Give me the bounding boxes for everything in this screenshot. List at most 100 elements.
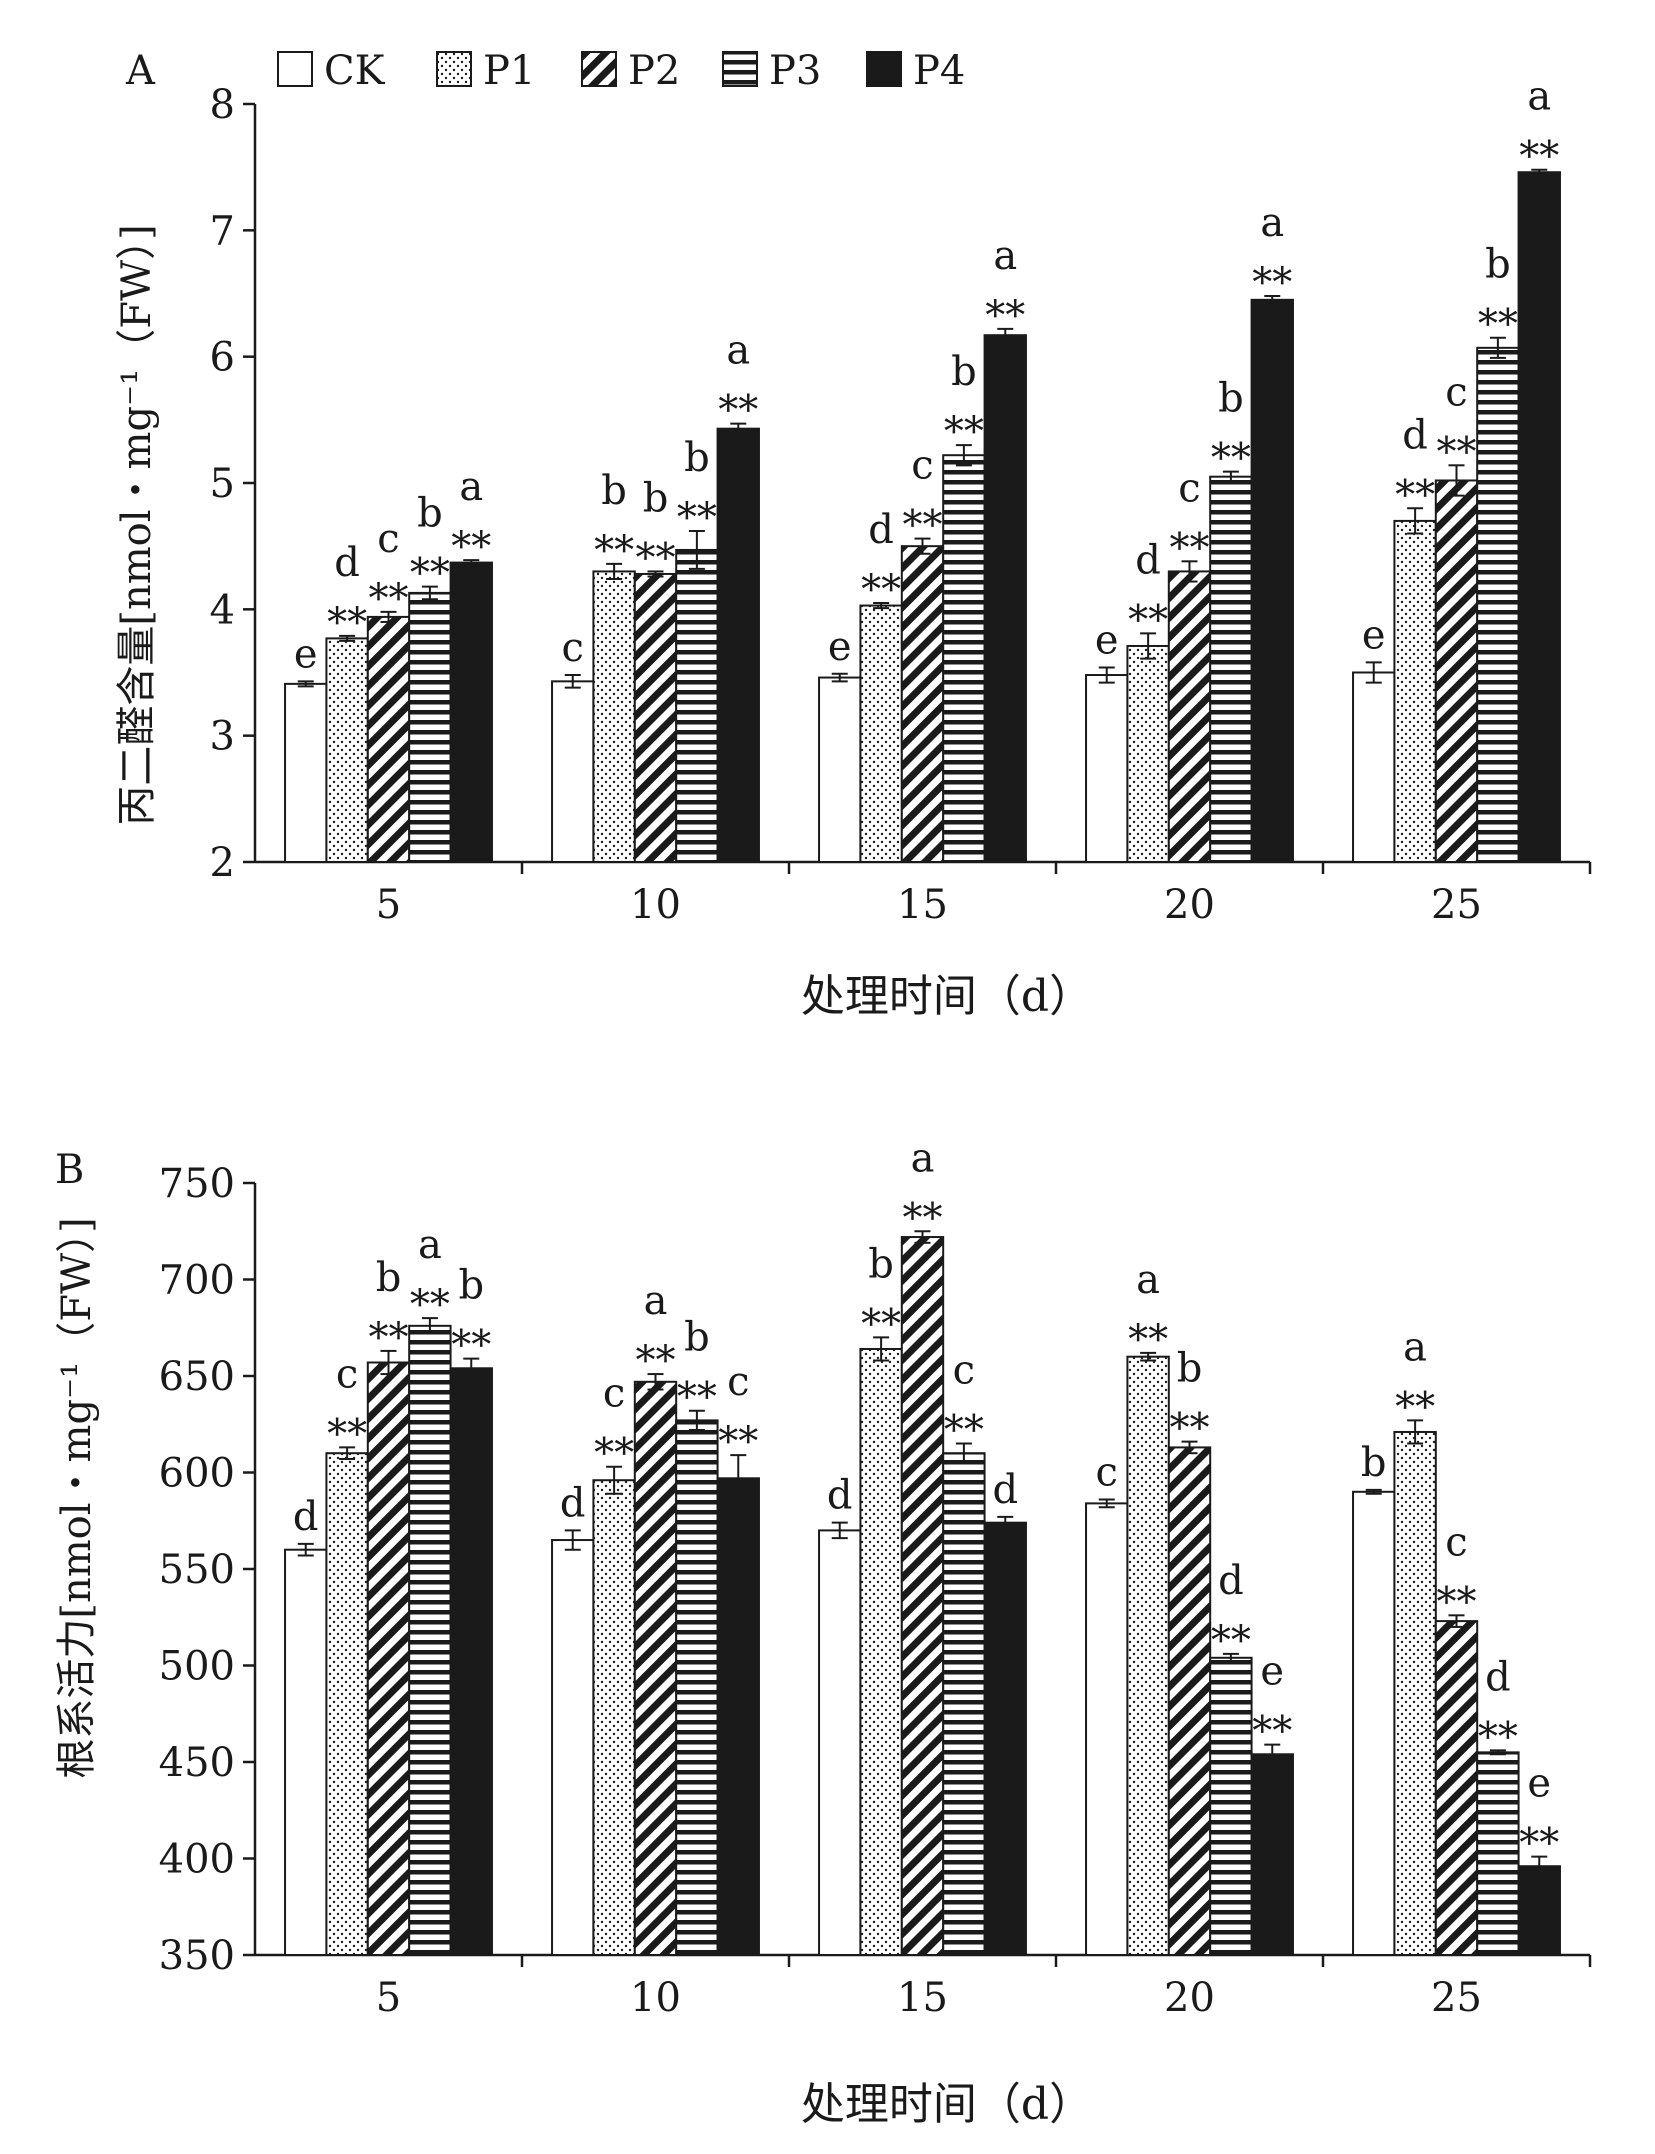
panel-a-significance-letter: e — [1095, 617, 1119, 663]
panel-b-bar-p4 — [983, 1521, 1027, 1957]
panel-b-x-tick-label: 20 — [1164, 1975, 1215, 2021]
panel-a-significance-stars: ** — [1395, 472, 1435, 518]
panel-b-bar-p4 — [1517, 1865, 1561, 1956]
panel-a-significance-stars: ** — [369, 576, 409, 622]
panel-a-significance-letter: b — [951, 349, 977, 395]
panel-b-y-axis-title: 根系活力[nmol・mg⁻¹（FW）] — [54, 1217, 100, 1778]
panel-b-significance-letter: b — [458, 1263, 484, 1309]
panel-a-significance-letter: c — [377, 516, 399, 562]
panel-b-significance-stars: ** — [718, 1419, 758, 1465]
panel-b-x-tick-label: 10 — [630, 1975, 681, 2021]
panel-a-significance-letter: a — [726, 328, 750, 374]
panel-b-significance-letter: b — [868, 1241, 894, 1287]
panel-a-significance-stars: ** — [1478, 302, 1518, 348]
panel-a-bar-p4 — [449, 561, 493, 864]
panel-b-bar-p1 — [1126, 1355, 1170, 1956]
panel-b-significance-letter: a — [1403, 1324, 1427, 1370]
panel-a-significance-letter: c — [911, 443, 933, 489]
panel-b-significance-letter: d — [293, 1494, 319, 1540]
panel-a-significance-stars: ** — [1252, 260, 1292, 306]
panel-b-y-tick-label: 650 — [159, 1354, 235, 1400]
panel-b-bar-p3 — [942, 1452, 986, 1956]
panel-b-bar-p3 — [1476, 1751, 1520, 1956]
panel-b-significance-stars: ** — [1211, 1618, 1251, 1664]
panel-a-bar-p2 — [366, 615, 411, 863]
panel-a-bar-p1 — [1126, 644, 1170, 863]
panel-a-significance-stars: ** — [410, 551, 450, 597]
panel-b-significance-stars: ** — [1437, 1579, 1477, 1625]
panel-b-bar-p2 — [366, 1361, 411, 1956]
panel-b-bar-ck — [1085, 1502, 1129, 1956]
panel-a-significance-stars: ** — [985, 293, 1025, 339]
panel-b-bar-p2 — [1167, 1446, 1212, 1957]
panel-a-significance-stars: ** — [1170, 525, 1210, 571]
panel-a-y-tick-label: 6 — [210, 335, 235, 381]
panel-b-significance-letter: e — [1527, 1761, 1551, 1807]
panel-b-plot: 350 400 450 500 550 600 650 700 750 5 10 15 20 25 d d d c… — [159, 1135, 1592, 2021]
panel-a-bar-p1 — [592, 570, 636, 864]
panel-a-y-tick-label: 8 — [210, 82, 235, 128]
panel-a-bar-ck — [551, 680, 595, 863]
panel-a-significance-letter: e — [828, 624, 852, 670]
panel-b-significance-stars: ** — [451, 1323, 491, 1369]
panel-a-significance-letter: b — [417, 491, 443, 537]
panel-a-bar-p4 — [1517, 171, 1561, 864]
panel-b-x-tick-label: 5 — [376, 1975, 401, 2021]
panel-b-bar-p3 — [408, 1324, 452, 1956]
panel-a-y-tick-label: 2 — [210, 840, 235, 886]
panel-b-significance-letter: d — [1485, 1654, 1511, 1700]
panel-b-significance-letter: d — [560, 1480, 586, 1526]
panel-a-significance-letter: b — [643, 475, 669, 521]
legend-swatch-ck — [277, 51, 313, 87]
panel-b-bar-p1 — [859, 1347, 903, 1956]
panel-b-significance-stars: ** — [1395, 1384, 1435, 1430]
panel-a-bar-p4 — [716, 427, 760, 863]
panel-a-significance-letter: d — [1135, 537, 1161, 583]
panel-a-significance-letter: c — [1445, 369, 1467, 415]
panel-a-significance-stars: ** — [1437, 429, 1477, 475]
panel-a-significance-stars: ** — [451, 524, 491, 570]
panel-a-bar-p3 — [675, 548, 719, 863]
panel-b-bar-p3 — [675, 1419, 719, 1956]
panel-a-significance-letter: c — [562, 625, 584, 671]
panel-b-significance-letter: d — [827, 1473, 853, 1519]
panel-a-significance-letter: a — [1260, 200, 1284, 246]
legend-swatch-p1 — [436, 51, 472, 87]
panel-a-bar-p1 — [1393, 519, 1437, 864]
panel-a-bar-p4 — [1250, 298, 1294, 864]
panel-b-bar-p4 — [1250, 1753, 1294, 1957]
panel-b-significance-stars: ** — [1128, 1317, 1168, 1363]
panel-a-significance-letter: b — [1218, 376, 1244, 422]
panel-a-bar-p1 — [325, 637, 369, 864]
panel-a-bar-p4 — [983, 334, 1027, 863]
panel-b-x-axis-title: 处理时间（d） — [801, 2079, 1093, 2130]
panel-a-significance-stars: ** — [718, 388, 758, 434]
panel-b-significance-letter: c — [603, 1371, 625, 1417]
panel-a-significance-stars: ** — [677, 495, 717, 541]
panel-b-significance-letter: b — [376, 1255, 402, 1301]
panel-b-significance-stars: ** — [636, 1338, 676, 1384]
panel-b-significance-stars: ** — [944, 1408, 984, 1454]
legend-label-p1: P1 — [483, 48, 535, 94]
panel-a-x-tick-label: 5 — [376, 882, 401, 928]
panel-b-bar-p3 — [1209, 1656, 1253, 1957]
panel-a-y-tick-label: 3 — [210, 714, 235, 760]
panel-b-x-tick-label: 25 — [1431, 1975, 1482, 2021]
panel-b-significance-stars: ** — [1478, 1714, 1518, 1760]
panel-b-significance-letter: a — [911, 1135, 935, 1181]
panel-b-significance-letter: b — [684, 1315, 710, 1361]
panel-a-significance-letter: e — [1362, 612, 1386, 658]
panel-a-significance-letter: b — [601, 468, 627, 514]
legend-label-ck: CK — [324, 48, 386, 94]
panel-a-bar-p2 — [1434, 479, 1479, 863]
panel-b-significance-letter: c — [336, 1351, 358, 1397]
panel-b-significance-letter: a — [644, 1278, 668, 1324]
panel-a-significance-stars: ** — [594, 528, 634, 574]
panel-b-significance-stars: ** — [594, 1431, 634, 1477]
panel-a-significance-letter: b — [1485, 242, 1511, 288]
legend: CK P1 P2 P3 P4 — [277, 48, 965, 94]
panel-b-bar-ck — [818, 1529, 862, 1957]
panel-a-significance-stars: ** — [944, 409, 984, 455]
